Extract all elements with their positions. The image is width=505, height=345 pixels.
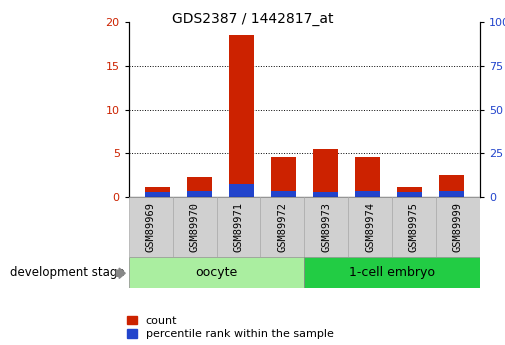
Bar — [348, 197, 392, 257]
Text: GSM89971: GSM89971 — [233, 202, 243, 252]
Text: GSM89999: GSM89999 — [453, 202, 463, 252]
Bar — [355, 157, 380, 197]
Text: GSM89973: GSM89973 — [321, 202, 331, 252]
Bar — [396, 187, 422, 197]
Bar — [396, 192, 422, 197]
Text: GSM89975: GSM89975 — [409, 202, 419, 252]
Text: 1-cell embryo: 1-cell embryo — [349, 266, 435, 279]
Bar — [355, 190, 380, 197]
Bar — [439, 190, 464, 197]
Bar — [229, 36, 254, 197]
Bar — [392, 197, 436, 257]
Text: GSM89972: GSM89972 — [277, 202, 287, 252]
Bar — [129, 197, 173, 257]
Bar — [436, 197, 480, 257]
Bar — [313, 149, 338, 197]
Bar — [305, 197, 348, 257]
FancyArrow shape — [116, 268, 125, 278]
Text: oocyte: oocyte — [195, 266, 238, 279]
Bar — [271, 157, 296, 197]
Text: GSM89974: GSM89974 — [365, 202, 375, 252]
Bar — [145, 187, 170, 197]
Bar — [439, 175, 464, 197]
Bar — [305, 257, 480, 288]
Bar — [145, 192, 170, 197]
Legend: count, percentile rank within the sample: count, percentile rank within the sample — [127, 316, 333, 339]
Bar — [129, 257, 305, 288]
Text: development stage: development stage — [10, 266, 125, 279]
Bar — [187, 190, 212, 197]
Text: GSM89970: GSM89970 — [189, 202, 199, 252]
Bar — [173, 197, 217, 257]
Text: GSM89969: GSM89969 — [146, 202, 156, 252]
Bar — [271, 190, 296, 197]
Bar — [229, 184, 254, 197]
Bar — [187, 177, 212, 197]
Bar — [217, 197, 261, 257]
Bar — [313, 192, 338, 197]
Bar — [261, 197, 304, 257]
Text: GDS2387 / 1442817_at: GDS2387 / 1442817_at — [172, 12, 333, 26]
